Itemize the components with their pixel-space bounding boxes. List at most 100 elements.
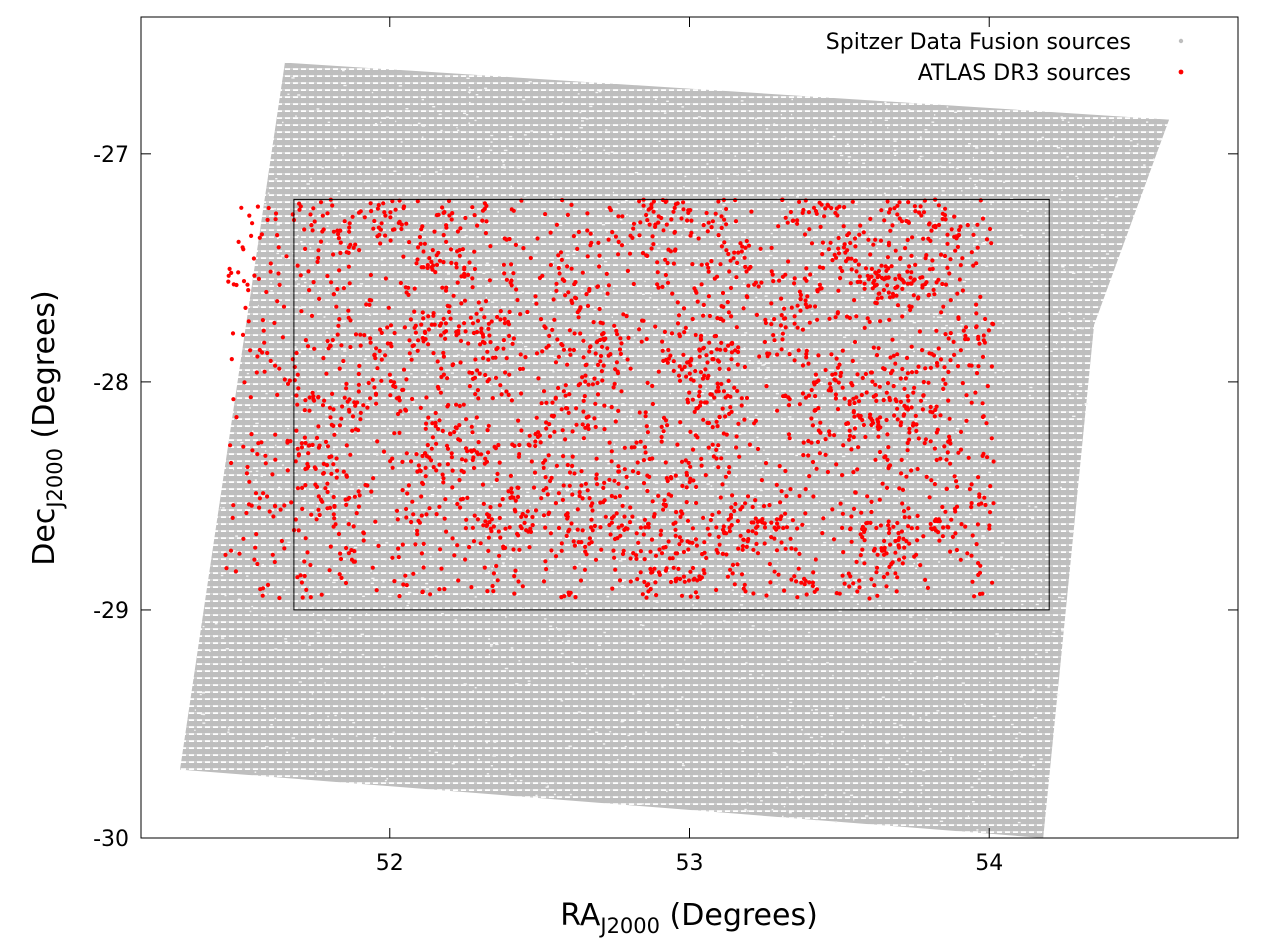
atlas-point xyxy=(618,533,623,538)
atlas-point xyxy=(666,539,671,544)
atlas-point xyxy=(737,454,742,459)
atlas-point xyxy=(721,389,727,394)
atlas-point xyxy=(595,362,601,367)
atlas-point xyxy=(303,246,308,251)
atlas-point xyxy=(927,495,932,500)
atlas-point xyxy=(552,317,557,322)
atlas-point xyxy=(899,529,905,534)
atlas-point xyxy=(571,234,577,239)
atlas-point xyxy=(690,565,696,571)
atlas-point xyxy=(929,478,934,483)
atlas-point xyxy=(375,206,380,211)
spitzer-speckle xyxy=(388,745,391,748)
spitzer-speckle xyxy=(1136,143,1139,145)
spitzer-speckle xyxy=(331,635,333,638)
spitzer-speckle xyxy=(328,654,330,657)
atlas-point xyxy=(890,337,895,342)
spitzer-speckle xyxy=(241,670,244,672)
region-rectangle xyxy=(293,198,1050,611)
atlas-point xyxy=(515,297,520,303)
spitzer-speckle xyxy=(939,820,944,822)
atlas-point xyxy=(714,347,720,352)
atlas-point xyxy=(265,350,270,356)
spitzer-speckle xyxy=(571,502,573,504)
atlas-point xyxy=(335,332,340,337)
spitzer-speckle xyxy=(661,686,664,688)
atlas-point xyxy=(509,486,514,491)
atlas-point xyxy=(728,258,733,263)
atlas-point xyxy=(886,266,891,271)
atlas-point xyxy=(436,427,441,432)
atlas-point xyxy=(583,425,588,430)
atlas-point xyxy=(273,217,278,222)
atlas-point xyxy=(875,552,880,557)
spitzer-speckle xyxy=(228,727,230,729)
atlas-point xyxy=(835,365,841,370)
atlas-point xyxy=(320,213,325,218)
spitzer-speckle xyxy=(858,521,860,524)
spitzer-speckle xyxy=(808,663,812,666)
atlas-point xyxy=(906,200,911,205)
atlas-point xyxy=(971,263,976,268)
atlas-point xyxy=(656,369,661,374)
atlas-point xyxy=(611,385,616,390)
spitzer-speckle xyxy=(676,478,680,480)
atlas-point xyxy=(399,226,404,232)
atlas-point xyxy=(443,288,449,293)
spitzer-speckle xyxy=(734,155,737,157)
legend-label-spitzer: Spitzer Data Fusion sources xyxy=(826,30,1131,55)
atlas-point xyxy=(479,326,484,331)
atlas-point xyxy=(782,588,787,593)
atlas-point xyxy=(729,314,734,319)
atlas-point xyxy=(678,514,683,520)
spitzer-speckle xyxy=(309,247,312,249)
atlas-point xyxy=(952,352,957,357)
atlas-point xyxy=(726,378,731,383)
spitzer-speckle xyxy=(911,714,915,716)
atlas-point xyxy=(797,551,802,557)
atlas-point xyxy=(296,386,301,391)
spitzer-speckle xyxy=(420,231,424,234)
spitzer-speckle xyxy=(213,636,215,638)
atlas-point xyxy=(595,380,600,386)
atlas-point xyxy=(312,398,317,403)
spitzer-speckle xyxy=(1059,201,1063,203)
spitzer-speckle xyxy=(547,362,551,364)
atlas-point xyxy=(886,210,892,215)
spitzer-speckle xyxy=(377,247,381,250)
atlas-point xyxy=(660,339,665,344)
atlas-point xyxy=(759,478,765,483)
spitzer-speckle xyxy=(246,575,249,577)
atlas-point xyxy=(430,248,435,253)
atlas-point xyxy=(229,270,234,275)
atlas-point xyxy=(803,298,808,303)
atlas-point xyxy=(698,384,703,389)
spitzer-speckle xyxy=(853,592,856,594)
atlas-point xyxy=(316,507,321,512)
spitzer-speckle xyxy=(994,372,997,374)
spitzer-speckle xyxy=(745,705,748,707)
atlas-point xyxy=(503,370,508,375)
atlas-point xyxy=(948,257,953,262)
atlas-point xyxy=(590,528,595,533)
atlas-point xyxy=(940,211,945,216)
atlas-point xyxy=(900,278,905,283)
atlas-point xyxy=(886,445,891,450)
atlas-point xyxy=(864,390,869,395)
atlas-point xyxy=(888,542,893,547)
atlas-point xyxy=(243,305,248,310)
atlas-point xyxy=(809,387,814,393)
spitzer-speckle xyxy=(272,269,275,272)
atlas-point xyxy=(818,430,823,435)
y-axis-ticks: -27-28-29-30 xyxy=(93,143,1238,852)
atlas-point xyxy=(863,371,869,377)
atlas-point xyxy=(839,370,844,375)
atlas-point xyxy=(597,264,602,269)
atlas-point xyxy=(579,540,584,545)
atlas-point xyxy=(454,265,459,270)
atlas-point xyxy=(694,406,699,411)
atlas-point xyxy=(792,314,797,319)
atlas-point xyxy=(484,459,490,464)
atlas-point xyxy=(735,388,740,394)
